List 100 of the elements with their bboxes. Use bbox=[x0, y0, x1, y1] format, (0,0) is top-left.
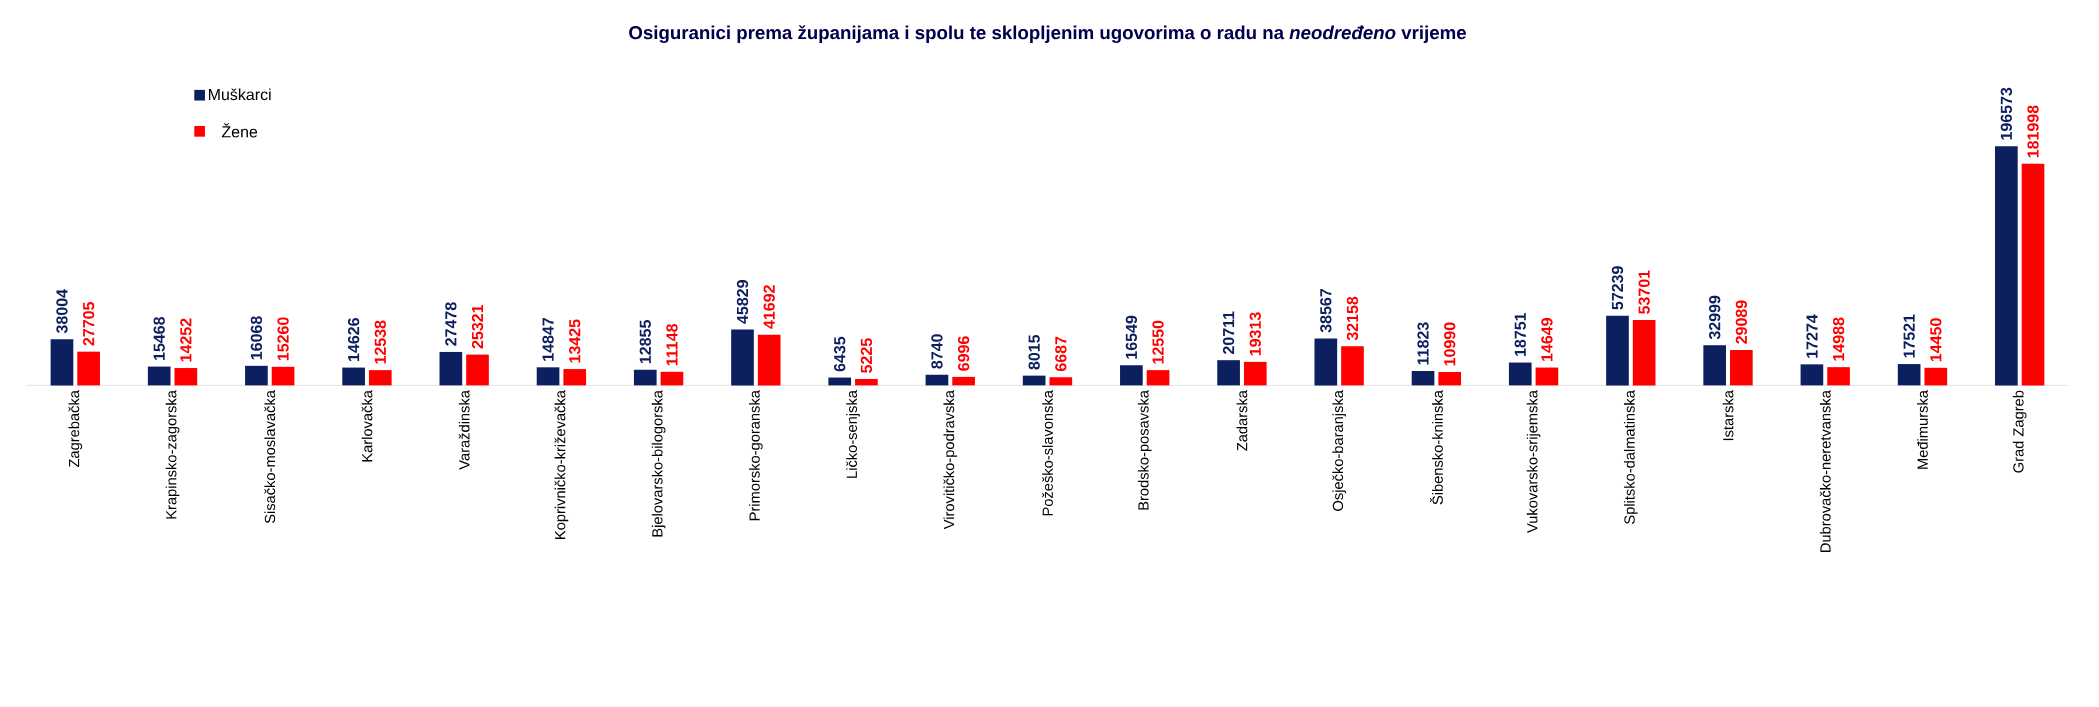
data-label: 38004 bbox=[56, 289, 68, 334]
bar bbox=[1632, 320, 1656, 386]
data-label: 181998 bbox=[2027, 105, 2039, 158]
data-label: 196573 bbox=[2000, 87, 2013, 140]
bar bbox=[1341, 346, 1364, 386]
data-label: 8015 bbox=[1028, 335, 1040, 370]
data-label: 12550 bbox=[1152, 320, 1164, 364]
bar bbox=[439, 352, 463, 386]
data-label: 25321 bbox=[471, 305, 484, 349]
bar bbox=[633, 369, 657, 386]
x-tick-label: Karlovačka bbox=[361, 390, 373, 462]
data-label: 17274 bbox=[1806, 314, 1818, 358]
bar bbox=[536, 367, 560, 386]
data-label: 20711 bbox=[1222, 311, 1235, 355]
bar bbox=[757, 334, 781, 386]
data-label: 16068 bbox=[250, 316, 263, 360]
bar bbox=[1924, 367, 1948, 386]
bar bbox=[828, 377, 852, 386]
data-label: 6435 bbox=[834, 336, 846, 372]
data-label: 38567 bbox=[1320, 289, 1332, 333]
data-label: 41692 bbox=[763, 285, 775, 329]
x-tick-label: Dubrovačko-neretvanska bbox=[1819, 390, 1831, 553]
bar bbox=[1049, 377, 1073, 386]
bar bbox=[660, 371, 684, 386]
data-label: 45829 bbox=[736, 280, 749, 324]
bar bbox=[855, 379, 878, 386]
bar bbox=[1508, 362, 1532, 386]
x-tick-label: Međimurska bbox=[1917, 390, 1928, 469]
legend-label: Žene bbox=[221, 123, 258, 138]
x-tick-label: Osječko-baranjska bbox=[1332, 390, 1346, 511]
x-tick-label: Splitsko-dalmatinska bbox=[1623, 390, 1638, 525]
legend-label: Muškarci bbox=[208, 88, 271, 101]
data-label: 17521 bbox=[1903, 314, 1915, 358]
bar bbox=[1146, 370, 1170, 386]
x-tick-label: Brodsko-posavska bbox=[1137, 390, 1152, 510]
bar bbox=[731, 329, 754, 386]
bar bbox=[1800, 364, 1824, 386]
x-tick-label: Zagrebačka bbox=[68, 390, 83, 468]
x-tick-label: Ličko-senjska bbox=[846, 390, 860, 478]
data-label: 53701 bbox=[1638, 270, 1650, 315]
data-label: 14252 bbox=[180, 318, 192, 362]
data-label: 13425 bbox=[569, 319, 581, 363]
x-tick-label: Požeško-slavonska bbox=[1042, 390, 1053, 516]
bar bbox=[245, 365, 268, 386]
x-tick-label: Bjelovarsko-bilogorska bbox=[651, 390, 666, 537]
bar bbox=[50, 339, 74, 386]
bar bbox=[77, 351, 100, 386]
x-tick-label: Sisačko-moslavačka bbox=[264, 390, 276, 524]
x-tick-label: Virovitičko-podravska bbox=[943, 390, 958, 530]
chart-title: Osiguranici prema županijama i spolu te sklopljenim ugovorima o radu na neodređeno vrijeme bbox=[629, 25, 1466, 44]
bar bbox=[466, 354, 489, 386]
data-label: 6687 bbox=[1055, 336, 1067, 372]
data-label: 18751 bbox=[1514, 313, 1526, 357]
data-label: 32999 bbox=[1709, 295, 1721, 340]
bar bbox=[342, 367, 365, 386]
bar bbox=[1314, 338, 1338, 386]
data-label: 11148 bbox=[666, 324, 678, 366]
data-label: 14988 bbox=[1832, 317, 1845, 361]
bar bbox=[1730, 350, 1753, 386]
data-label: 14847 bbox=[542, 318, 554, 361]
data-label: 6996 bbox=[957, 336, 970, 371]
x-tick-label: Šibensko-kninska bbox=[1429, 390, 1443, 505]
bar bbox=[1438, 372, 1462, 386]
bar bbox=[1827, 367, 1850, 386]
bar bbox=[1606, 315, 1629, 386]
data-label: 29089 bbox=[1735, 300, 1748, 344]
data-label: 8740 bbox=[931, 334, 943, 369]
bar bbox=[1217, 360, 1240, 386]
data-label: 5225 bbox=[860, 338, 873, 374]
bar bbox=[1535, 367, 1559, 386]
data-label: 14626 bbox=[347, 318, 360, 362]
data-label: 27705 bbox=[82, 302, 95, 346]
x-tick-label: Zadarska bbox=[1236, 390, 1248, 451]
bar bbox=[1897, 364, 1921, 386]
data-label: 12538 bbox=[374, 320, 386, 364]
data-label: 16549 bbox=[1125, 315, 1138, 359]
data-label: 14450 bbox=[1930, 318, 1942, 362]
x-tick-label: Koprivničko-križevačka bbox=[554, 390, 569, 539]
bar bbox=[271, 366, 295, 386]
bar bbox=[1995, 146, 2018, 386]
x-tick-label: Vukovarsko-srijemska bbox=[1526, 390, 1541, 534]
bar bbox=[563, 369, 587, 386]
data-label: 19313 bbox=[1249, 312, 1261, 356]
data-label: 10990 bbox=[1444, 322, 1456, 366]
data-label: 57239 bbox=[1611, 266, 1624, 310]
data-label: 14649 bbox=[1541, 318, 1553, 362]
data-label: 15260 bbox=[277, 317, 289, 361]
x-tick-label: Primorsko-goranska bbox=[749, 390, 763, 521]
x-tick-label: Grad Zagreb bbox=[2012, 390, 2027, 473]
bar bbox=[2021, 163, 2045, 386]
bar bbox=[952, 376, 975, 386]
data-label: 11823 bbox=[1417, 322, 1429, 365]
bar bbox=[368, 370, 392, 386]
bar bbox=[1120, 365, 1143, 386]
x-tick-label: Varaždinska bbox=[458, 390, 470, 470]
bar bbox=[925, 374, 949, 386]
data-label: 15468 bbox=[153, 317, 165, 361]
data-label: 32158 bbox=[1346, 296, 1359, 341]
data-label: 27478 bbox=[445, 302, 457, 346]
bar bbox=[1022, 375, 1046, 386]
